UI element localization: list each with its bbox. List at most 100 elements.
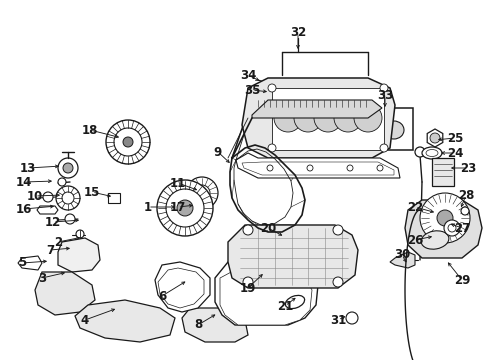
Polygon shape bbox=[227, 225, 357, 288]
Circle shape bbox=[306, 165, 312, 171]
Circle shape bbox=[243, 277, 252, 287]
Text: 10: 10 bbox=[27, 189, 43, 202]
Circle shape bbox=[267, 144, 275, 152]
Text: 34: 34 bbox=[239, 68, 256, 81]
Circle shape bbox=[273, 104, 302, 132]
Polygon shape bbox=[155, 262, 209, 312]
Circle shape bbox=[56, 186, 80, 210]
Circle shape bbox=[195, 203, 204, 213]
Ellipse shape bbox=[285, 296, 304, 309]
Circle shape bbox=[177, 200, 193, 216]
Polygon shape bbox=[35, 272, 95, 315]
Polygon shape bbox=[389, 252, 414, 268]
Circle shape bbox=[187, 196, 212, 220]
Text: 33: 33 bbox=[376, 89, 392, 102]
Circle shape bbox=[447, 224, 455, 232]
Circle shape bbox=[123, 137, 133, 147]
Circle shape bbox=[443, 220, 459, 236]
Circle shape bbox=[267, 87, 280, 99]
Circle shape bbox=[185, 177, 218, 209]
Text: 24: 24 bbox=[446, 147, 462, 159]
Circle shape bbox=[43, 192, 53, 202]
Text: 27: 27 bbox=[453, 221, 469, 234]
Text: 18: 18 bbox=[81, 123, 98, 136]
Text: 8: 8 bbox=[193, 319, 202, 332]
Circle shape bbox=[267, 84, 275, 92]
Text: 19: 19 bbox=[239, 282, 256, 294]
Circle shape bbox=[76, 230, 84, 238]
Text: 14: 14 bbox=[16, 176, 32, 189]
Circle shape bbox=[436, 210, 452, 226]
Circle shape bbox=[333, 104, 361, 132]
Text: 17: 17 bbox=[169, 201, 186, 213]
Circle shape bbox=[332, 225, 342, 235]
Polygon shape bbox=[242, 78, 394, 158]
Circle shape bbox=[460, 207, 468, 215]
Circle shape bbox=[114, 128, 142, 156]
Polygon shape bbox=[58, 238, 100, 272]
Text: 22: 22 bbox=[406, 201, 422, 213]
Circle shape bbox=[346, 165, 352, 171]
Bar bbox=[267, 78, 280, 88]
Text: 20: 20 bbox=[259, 221, 276, 234]
Circle shape bbox=[313, 104, 341, 132]
Ellipse shape bbox=[383, 121, 403, 139]
Polygon shape bbox=[220, 270, 311, 325]
Polygon shape bbox=[427, 129, 442, 147]
Circle shape bbox=[293, 104, 321, 132]
Circle shape bbox=[270, 90, 276, 96]
Circle shape bbox=[414, 147, 424, 157]
Text: 32: 32 bbox=[289, 26, 305, 39]
Text: 12: 12 bbox=[45, 216, 61, 229]
Text: 3: 3 bbox=[38, 271, 46, 284]
Circle shape bbox=[58, 158, 78, 178]
Text: 2: 2 bbox=[54, 235, 62, 248]
Circle shape bbox=[379, 144, 387, 152]
Circle shape bbox=[419, 193, 469, 243]
Polygon shape bbox=[158, 268, 203, 308]
Text: 13: 13 bbox=[20, 162, 36, 175]
Polygon shape bbox=[404, 200, 481, 258]
Circle shape bbox=[376, 165, 382, 171]
Text: 6: 6 bbox=[158, 289, 166, 302]
Text: 5: 5 bbox=[18, 256, 26, 270]
Ellipse shape bbox=[420, 231, 448, 249]
Circle shape bbox=[65, 214, 75, 224]
Circle shape bbox=[63, 163, 73, 173]
Text: 29: 29 bbox=[453, 274, 469, 287]
Polygon shape bbox=[251, 100, 381, 118]
Circle shape bbox=[266, 165, 272, 171]
Text: 11: 11 bbox=[169, 176, 186, 189]
Circle shape bbox=[379, 84, 387, 92]
Bar bbox=[271, 88, 383, 150]
Circle shape bbox=[157, 180, 213, 236]
Text: 9: 9 bbox=[213, 145, 222, 158]
Circle shape bbox=[332, 277, 342, 287]
Circle shape bbox=[346, 312, 357, 324]
Polygon shape bbox=[215, 262, 317, 325]
Circle shape bbox=[353, 104, 381, 132]
Text: 35: 35 bbox=[244, 84, 260, 96]
Circle shape bbox=[165, 189, 203, 227]
Polygon shape bbox=[37, 206, 58, 214]
Circle shape bbox=[106, 120, 150, 164]
Text: 21: 21 bbox=[276, 300, 292, 312]
Circle shape bbox=[194, 185, 209, 201]
Bar bbox=[374, 108, 412, 150]
Polygon shape bbox=[242, 162, 393, 175]
Ellipse shape bbox=[425, 149, 437, 157]
Text: 1: 1 bbox=[143, 201, 152, 213]
Text: 15: 15 bbox=[83, 185, 100, 198]
Text: 30: 30 bbox=[393, 248, 409, 261]
Text: 25: 25 bbox=[446, 131, 462, 144]
Circle shape bbox=[58, 178, 66, 186]
Text: 26: 26 bbox=[406, 234, 422, 247]
Text: 23: 23 bbox=[459, 162, 475, 175]
Text: 7: 7 bbox=[46, 243, 54, 257]
Bar bbox=[431, 158, 453, 186]
Text: 16: 16 bbox=[16, 202, 32, 216]
Polygon shape bbox=[182, 308, 247, 342]
Text: 28: 28 bbox=[457, 189, 473, 202]
Ellipse shape bbox=[421, 147, 441, 159]
Polygon shape bbox=[236, 153, 399, 178]
